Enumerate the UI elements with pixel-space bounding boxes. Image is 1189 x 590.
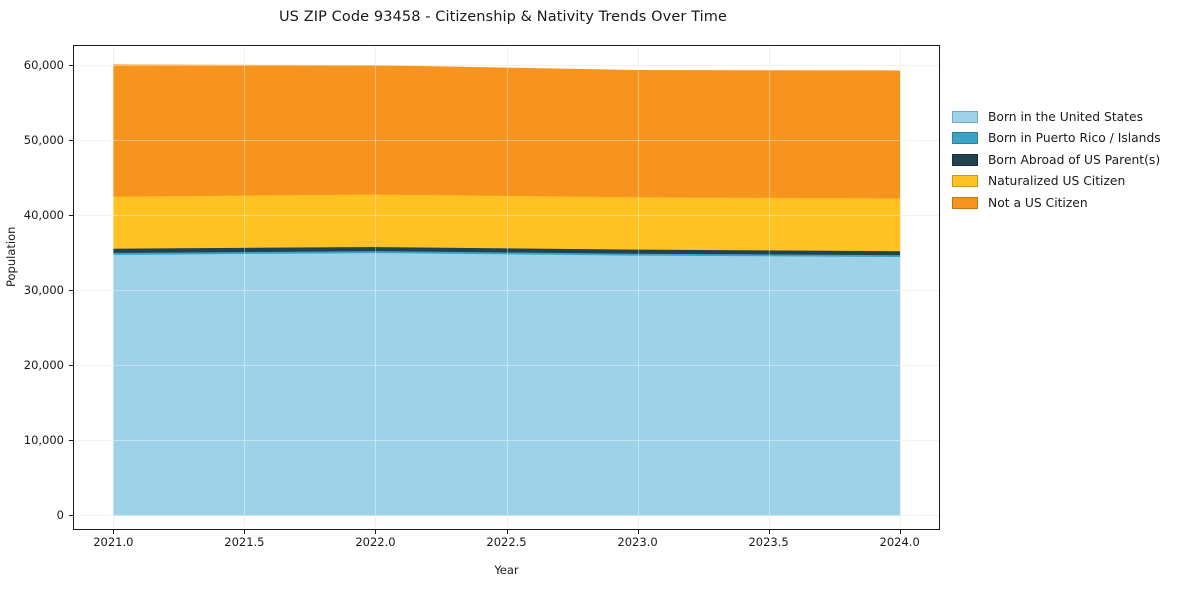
y-tick-mark	[69, 365, 73, 367]
y-tick-mark	[69, 290, 73, 292]
x-tick-mark	[637, 530, 639, 534]
y-tick-mark	[69, 139, 73, 141]
y-tick-label: 30,000	[23, 283, 64, 298]
x-tick-label: 2023.5	[748, 535, 789, 549]
x-axis-label: Year	[494, 563, 519, 577]
legend-label: Born Abroad of US Parent(s)	[988, 152, 1161, 167]
legend-item[interactable]: Born in the United States	[952, 106, 1184, 128]
area-series	[112, 193, 901, 252]
x-tick-label: 2022.5	[486, 535, 527, 549]
legend-item[interactable]: Born Abroad of US Parent(s)	[952, 149, 1184, 171]
y-tick-mark	[69, 515, 73, 517]
legend-item[interactable]: Naturalized US Citizen	[952, 171, 1184, 193]
chart-title: US ZIP Code 93458 - Citizenship & Nativi…	[278, 9, 728, 25]
legend-swatch-icon	[952, 132, 978, 145]
legend-swatch-icon	[952, 196, 978, 209]
y-tick-mark	[69, 64, 73, 66]
y-tick-label: 20,000	[23, 358, 64, 373]
stacked-area-series	[112, 64, 901, 516]
chart-legend: Born in the United States Born in Puerto …	[952, 106, 1184, 214]
y-tick-label: 50,000	[23, 132, 64, 147]
x-tick-mark	[899, 530, 901, 534]
legend-label: Born in the United States	[988, 109, 1143, 124]
legend-item[interactable]: Not a US Citizen	[952, 192, 1184, 214]
y-tick-mark	[69, 440, 73, 442]
x-tick-label: 2024.0	[879, 535, 920, 549]
legend-label: Born in Puerto Rico / Islands	[988, 131, 1161, 146]
x-tick-mark	[113, 530, 115, 534]
plot-inner	[74, 46, 939, 529]
area-series	[112, 252, 901, 516]
x-tick-label: 2021.0	[93, 535, 134, 549]
plot-area	[73, 45, 940, 530]
x-tick-label: 2022.0	[355, 535, 396, 549]
y-tick-mark	[69, 215, 73, 216]
gridline-vertical	[899, 46, 901, 529]
y-tick-label: 0	[56, 508, 64, 523]
area-series	[112, 64, 901, 199]
y-axis-label: Population	[4, 226, 18, 287]
legend-label: Naturalized US Citizen	[988, 174, 1126, 189]
x-tick-label: 2023.0	[617, 535, 658, 549]
y-tick-label: 40,000	[23, 208, 64, 222]
legend-label: Not a US Citizen	[988, 195, 1088, 210]
y-tick-label: 10,000	[23, 433, 64, 448]
legend-item[interactable]: Born in Puerto Rico / Islands	[952, 128, 1184, 150]
x-tick-mark	[375, 530, 377, 534]
legend-swatch-icon	[952, 153, 978, 166]
x-tick-mark	[506, 530, 508, 534]
y-tick-label: 60,000	[23, 57, 64, 72]
legend-swatch-icon	[952, 175, 978, 188]
x-tick-mark	[244, 530, 246, 534]
x-tick-mark	[768, 530, 770, 534]
legend-swatch-icon	[952, 110, 978, 123]
x-tick-label: 2021.5	[224, 535, 265, 549]
